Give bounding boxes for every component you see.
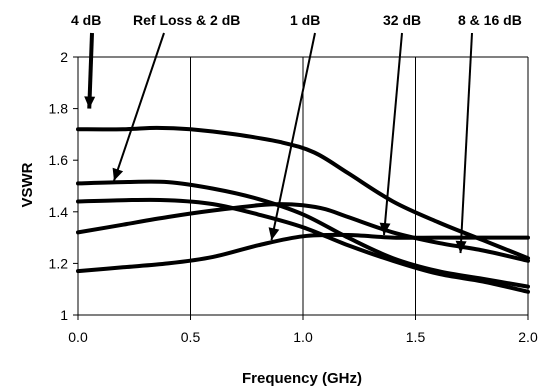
y-tick-label-5: 2	[60, 49, 68, 65]
x-axis-title: Frequency (GHz)	[242, 370, 362, 387]
x-tick-label-3: 1.5	[406, 329, 426, 345]
annotation-label-1: Ref Loss & 2 dB	[133, 12, 240, 28]
annotation-arrow-3	[383, 32, 403, 236]
x-tick-label-2: 1.0	[293, 329, 313, 345]
annotation-labels: 4 dB Ref Loss & 2 dB 1 dB 32 dB 8 & 16 dB	[71, 12, 522, 28]
annotation-arrow-2	[270, 32, 316, 241]
annotation-arrow-1	[113, 32, 165, 182]
x-tick-label-4: 2.0	[518, 329, 538, 345]
annotation-label-4: 8 & 16 dB	[458, 12, 522, 28]
annotation-label-0: 4 dB	[71, 12, 101, 28]
annotation-arrowhead-4	[455, 240, 467, 254]
y-tick-label-0: 1	[60, 307, 68, 323]
annotation-arrowhead-1	[112, 167, 124, 181]
x-tick-label-0: 0.0	[68, 329, 88, 345]
annotation-label-2: 1 dB	[290, 12, 320, 28]
annotation-arrow-0	[87, 32, 94, 109]
y-axis-title: VSWR	[19, 162, 36, 207]
series-line-0	[76, 125, 530, 261]
annotation-arrowhead-2	[268, 227, 280, 241]
x-tick-label-1: 0.5	[181, 329, 201, 345]
annotation-arrow-4	[459, 32, 473, 254]
series-line-1	[76, 179, 530, 289]
y-tick-label-1: 1.2	[49, 255, 69, 271]
series-lines	[76, 125, 530, 294]
annotation-label-3: 32 dB	[383, 12, 421, 28]
series-line-3	[76, 202, 530, 263]
tick-labels: 0.0 0.5 1.0 1.5 2.0 1 1.2 1.4 1.6 1.8 2	[49, 49, 538, 345]
annotation-arrowhead-3	[379, 222, 391, 235]
y-tick-label-4: 1.8	[49, 101, 69, 117]
annotation-arrows	[84, 32, 473, 254]
y-tick-label-3: 1.6	[49, 152, 69, 168]
grid-lines	[73, 56, 529, 320]
annotation-arrowhead-0	[84, 96, 96, 109]
series-line-4	[76, 232, 530, 274]
y-tick-label-2: 1.4	[49, 204, 69, 220]
series-line-2	[76, 197, 530, 294]
